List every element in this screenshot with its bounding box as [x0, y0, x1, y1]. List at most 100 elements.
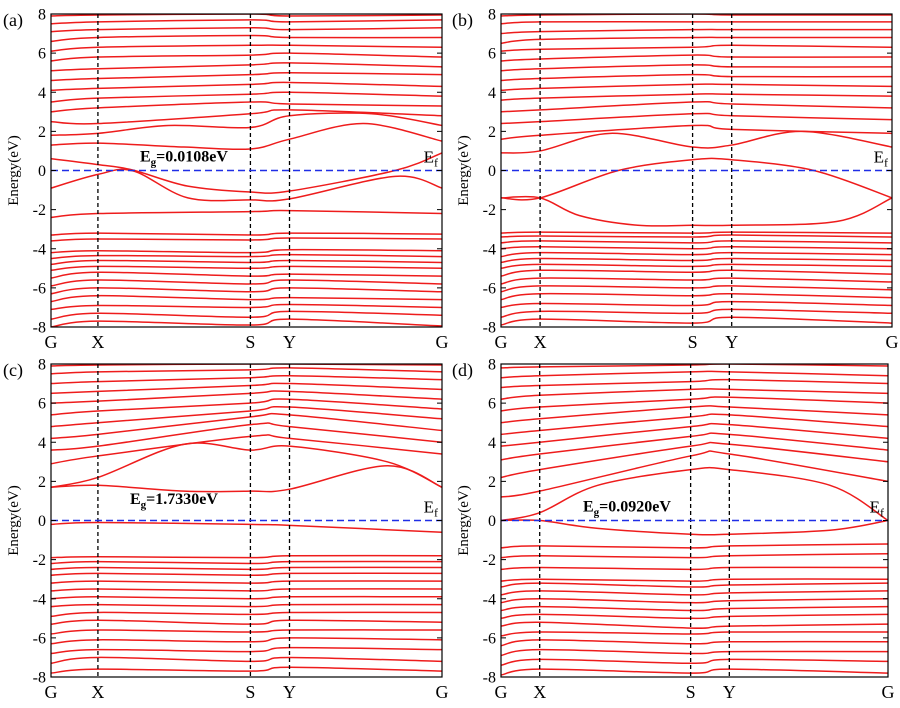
y-tick-label: 8: [488, 357, 496, 374]
band-line: [51, 91, 442, 103]
band-line: [51, 619, 442, 625]
band-line: [501, 300, 892, 309]
band-line: [51, 168, 442, 202]
band-line: [51, 52, 442, 62]
band-line: [51, 398, 442, 416]
band-line: [51, 248, 442, 254]
band-line: [501, 263, 892, 270]
y-tick-label: 2: [488, 474, 496, 491]
kpoint-label: G: [45, 332, 58, 352]
kpoint-label: S: [245, 332, 255, 352]
band-line: [51, 237, 442, 242]
band-line: [51, 44, 442, 52]
band-line: [501, 246, 892, 250]
band-gap-label: Eg=0.0108eV: [140, 149, 228, 169]
band-line: [51, 259, 442, 266]
band-line: [501, 658, 888, 667]
band-line: [51, 19, 442, 25]
panel-2: -8 -6 -4 -2 0 2 4 6 8 Energy(eV) G X S Y G (c) Ef Eg=1.73…: [3, 357, 449, 703]
band-line: [51, 271, 442, 279]
band-line: [501, 582, 888, 588]
band-line: [51, 303, 442, 311]
fermi-label: Ef: [870, 498, 884, 520]
bands-group: [501, 14, 892, 326]
band-line: [501, 450, 888, 498]
band-line: [501, 553, 888, 559]
y-tick-label: 2: [38, 474, 46, 491]
band-line: [51, 412, 442, 440]
y-tick-label: -4: [483, 591, 496, 608]
band-line: [51, 405, 442, 428]
y-tick-label: -4: [483, 241, 496, 258]
band-line: [501, 631, 888, 637]
band-line: [501, 578, 888, 582]
y-tick-label: -8: [33, 670, 46, 687]
band-line: [51, 34, 442, 43]
band-line: [501, 124, 892, 140]
band-line: [501, 101, 892, 113]
band-gap-label: Eg=1.7330eV: [130, 491, 218, 511]
y-tick-label: -6: [483, 630, 496, 647]
y-tick-label: 6: [488, 396, 496, 413]
band-line: [51, 62, 442, 72]
band-line: [51, 253, 442, 260]
band-line: [501, 44, 892, 52]
band-line: [501, 639, 888, 647]
y-tick-label: 6: [488, 46, 496, 63]
y-tick-label: 2: [38, 124, 46, 141]
band-line: [51, 572, 442, 577]
band-line: [501, 64, 892, 72]
fermi-label: Ef: [424, 498, 438, 520]
y-tick-label: -8: [33, 320, 46, 337]
band-line: [51, 566, 442, 571]
band-line: [51, 71, 442, 82]
y-tick-label: 2: [488, 124, 496, 141]
y-tick-label: -4: [33, 591, 46, 608]
band-line: [501, 378, 888, 389]
band-line: [51, 390, 442, 404]
kpoint-label: S: [245, 682, 255, 702]
band-line: [51, 595, 442, 600]
band-line: [501, 257, 892, 264]
band-line: [501, 20, 892, 25]
band-line: [51, 603, 442, 608]
kpoint-label: X: [533, 682, 546, 702]
kpoint-label: X: [91, 332, 104, 352]
y-tick-label: -6: [33, 630, 46, 647]
y-tick-label: 6: [38, 396, 46, 413]
panel-label: (d): [452, 360, 473, 381]
band-line: [51, 81, 442, 92]
y-tick-label: 6: [38, 46, 46, 63]
y-tick-label: -8: [483, 670, 496, 687]
band-line: [501, 566, 888, 571]
y-tick-label: -2: [33, 202, 46, 219]
kpoint-label: X: [534, 332, 547, 352]
kpoint-label: X: [91, 682, 104, 702]
band-line: [51, 646, 442, 655]
band-line: [501, 36, 892, 45]
panel-1: -8 -6 -4 -2 0 2 4 6 8 Energy(eV) G X S Y G (b) Ef: [452, 7, 899, 353]
band-line: [501, 292, 892, 301]
band-line: [501, 83, 892, 92]
band-line: [51, 209, 442, 219]
band-line: [501, 231, 892, 234]
band-line: [501, 405, 888, 424]
kpoint-label: Y: [725, 332, 738, 352]
kpoint-label: G: [436, 332, 449, 352]
band-line: [501, 277, 892, 285]
band-line: [501, 441, 888, 479]
band-line: [51, 382, 442, 395]
band-line: [51, 310, 442, 320]
band-line: [51, 464, 442, 493]
kpoint-label: S: [686, 682, 696, 702]
panel-0: -8 -6 -4 -2 0 2 4 6 8 Energy(eV) G X S Y G (a) Ef Eg=0.01…: [3, 7, 449, 353]
kpoint-label: G: [45, 682, 58, 702]
band-line: [51, 374, 442, 385]
band-line: [51, 656, 442, 665]
y-tick-label: -8: [483, 320, 496, 337]
y-tick-label: 0: [488, 163, 496, 180]
band-line: [501, 370, 888, 379]
y-tick-label: -2: [483, 202, 496, 219]
band-line: [501, 285, 892, 293]
